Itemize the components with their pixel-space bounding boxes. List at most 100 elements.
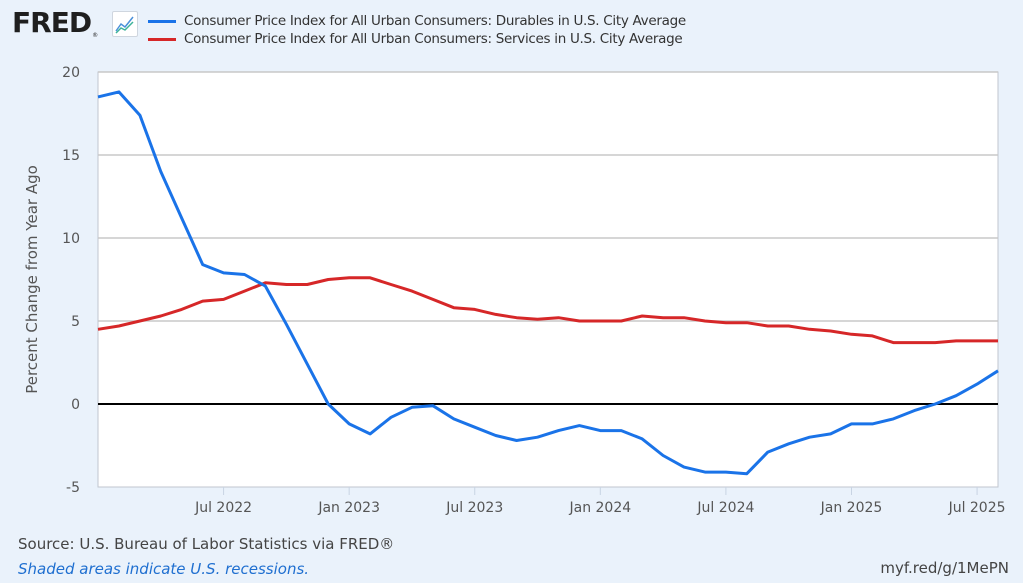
data-point-services[interactable]: [577, 319, 581, 323]
data-point-durables[interactable]: [598, 429, 602, 433]
data-point-durables[interactable]: [368, 432, 372, 436]
data-point-durables[interactable]: [556, 429, 560, 433]
data-point-services[interactable]: [305, 282, 309, 286]
data-point-services[interactable]: [368, 276, 372, 280]
data-point-durables[interactable]: [96, 95, 100, 99]
data-point-durables[interactable]: [305, 362, 309, 366]
data-point-services[interactable]: [787, 324, 791, 328]
data-point-services[interactable]: [766, 324, 770, 328]
data-point-durables[interactable]: [431, 404, 435, 408]
data-point-services[interactable]: [452, 306, 456, 310]
data-point-services[interactable]: [912, 341, 916, 345]
data-point-durables[interactable]: [263, 284, 267, 288]
data-point-services[interactable]: [243, 289, 247, 293]
data-point-services[interactable]: [180, 307, 184, 311]
data-point-durables[interactable]: [452, 417, 456, 421]
data-point-durables[interactable]: [159, 170, 163, 174]
data-point-services[interactable]: [640, 314, 644, 318]
data-point-durables[interactable]: [829, 432, 833, 436]
data-point-services[interactable]: [473, 307, 477, 311]
data-point-durables[interactable]: [975, 382, 979, 386]
data-point-services[interactable]: [891, 341, 895, 345]
data-point-services[interactable]: [975, 339, 979, 343]
data-point-durables[interactable]: [577, 424, 581, 428]
data-point-services[interactable]: [849, 332, 853, 336]
data-point-durables[interactable]: [808, 435, 812, 439]
data-point-durables[interactable]: [787, 442, 791, 446]
data-point-durables[interactable]: [703, 470, 707, 474]
data-point-services[interactable]: [284, 282, 288, 286]
data-point-services[interactable]: [515, 316, 519, 320]
data-point-services[interactable]: [870, 334, 874, 338]
data-point-services[interactable]: [347, 276, 351, 280]
data-point-durables[interactable]: [494, 434, 498, 438]
series-line-durables[interactable]: [97, 90, 999, 476]
legend-item-services[interactable]: Consumer Price Index for All Urban Consu…: [148, 30, 686, 48]
chart-header: FRED® Consumer Price Index for All Urban…: [0, 0, 1023, 55]
data-point-durables[interactable]: [410, 405, 414, 409]
data-point-durables[interactable]: [347, 422, 351, 426]
data-point-services[interactable]: [326, 278, 330, 282]
data-point-services[interactable]: [536, 317, 540, 321]
data-point-durables[interactable]: [222, 271, 226, 275]
series-line-services[interactable]: [97, 276, 998, 345]
data-point-services[interactable]: [494, 312, 498, 316]
data-point-durables[interactable]: [891, 417, 895, 421]
recession-note[interactable]: Shaded areas indicate U.S. recessions.: [18, 560, 310, 578]
data-point-durables[interactable]: [284, 322, 288, 326]
short-link[interactable]: myf.red/g/1MePN: [880, 559, 1009, 577]
data-point-durables[interactable]: [473, 425, 477, 429]
data-point-services[interactable]: [829, 329, 833, 333]
line-chart-icon[interactable]: [112, 11, 138, 37]
data-point-durables[interactable]: [954, 394, 958, 398]
data-point-services[interactable]: [389, 282, 393, 286]
data-point-services[interactable]: [96, 327, 100, 331]
data-point-durables[interactable]: [933, 402, 937, 406]
data-point-durables[interactable]: [912, 409, 916, 413]
data-point-durables[interactable]: [766, 450, 770, 454]
data-point-services[interactable]: [556, 316, 560, 320]
data-point-durables[interactable]: [682, 465, 686, 469]
data-point-services[interactable]: [117, 324, 121, 328]
data-point-durables[interactable]: [996, 369, 1000, 373]
logo-registered-mark: ®: [92, 32, 98, 39]
fred-logo[interactable]: FRED®: [12, 6, 98, 39]
data-point-durables[interactable]: [619, 429, 623, 433]
data-point-services[interactable]: [598, 319, 602, 323]
data-point-durables[interactable]: [243, 273, 247, 277]
legend-swatch-services: [148, 37, 176, 41]
data-point-durables[interactable]: [138, 113, 142, 117]
data-point-services[interactable]: [410, 289, 414, 293]
plot-area[interactable]: [97, 71, 999, 488]
data-point-durables[interactable]: [389, 415, 393, 419]
data-point-durables[interactable]: [515, 439, 519, 443]
data-point-services[interactable]: [808, 327, 812, 331]
data-point-services[interactable]: [996, 339, 1000, 343]
data-point-services[interactable]: [138, 319, 142, 323]
data-point-services[interactable]: [431, 297, 435, 301]
data-point-services[interactable]: [619, 319, 623, 323]
data-point-services[interactable]: [954, 339, 958, 343]
data-point-services[interactable]: [682, 316, 686, 320]
data-point-durables[interactable]: [326, 402, 330, 406]
y-tick-label: 15: [62, 148, 80, 164]
data-point-durables[interactable]: [870, 422, 874, 426]
data-point-services[interactable]: [222, 297, 226, 301]
data-point-services[interactable]: [703, 319, 707, 323]
data-point-durables[interactable]: [724, 470, 728, 474]
data-point-durables[interactable]: [536, 435, 540, 439]
data-point-services[interactable]: [201, 299, 205, 303]
data-point-services[interactable]: [745, 321, 749, 325]
data-point-durables[interactable]: [745, 472, 749, 476]
data-point-durables[interactable]: [117, 90, 121, 94]
data-point-durables[interactable]: [661, 453, 665, 457]
data-point-durables[interactable]: [180, 216, 184, 220]
data-point-services[interactable]: [661, 316, 665, 320]
data-point-services[interactable]: [159, 314, 163, 318]
legend-item-durables[interactable]: Consumer Price Index for All Urban Consu…: [148, 12, 686, 30]
data-point-durables[interactable]: [849, 422, 853, 426]
data-point-durables[interactable]: [201, 263, 205, 267]
data-point-services[interactable]: [933, 341, 937, 345]
data-point-services[interactable]: [724, 321, 728, 325]
data-point-durables[interactable]: [640, 437, 644, 441]
